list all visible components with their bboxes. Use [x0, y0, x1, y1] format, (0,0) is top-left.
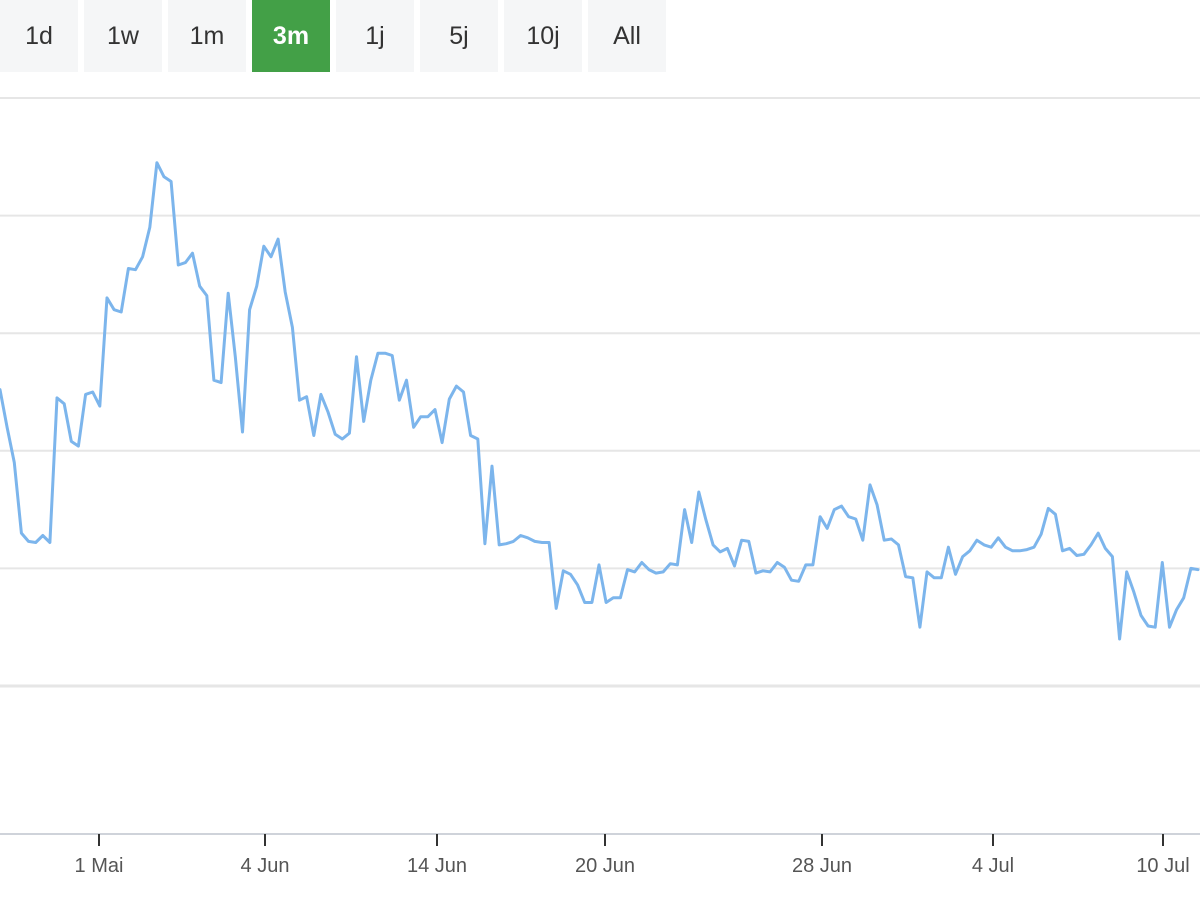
- range-button-1d[interactable]: 1d: [0, 0, 78, 72]
- range-button-5j[interactable]: 5j: [420, 0, 498, 72]
- x-tick-label: 4 Jun: [241, 855, 290, 877]
- x-tick-label: 4 Jul: [972, 855, 1014, 877]
- range-button-10j[interactable]: 10j: [504, 0, 582, 72]
- x-tick-label: 14 Jun: [407, 855, 467, 877]
- range-button-1j[interactable]: 1j: [336, 0, 414, 72]
- x-tick-label: 28 Jun: [792, 855, 852, 877]
- series-line: [0, 161, 1200, 641]
- range-button-all[interactable]: All: [588, 0, 666, 72]
- x-tick-label: 10 Jul: [1136, 855, 1189, 877]
- x-tick-label: 20 Jun: [575, 855, 635, 877]
- x-tick-label: 1 Mai: [75, 855, 124, 877]
- range-selector: 1d 1w 1m 3m 1j 5j 10j All: [0, 0, 672, 72]
- range-button-1w[interactable]: 1w: [84, 0, 162, 72]
- range-button-1m[interactable]: 1m: [168, 0, 246, 72]
- range-button-3m[interactable]: 3m: [252, 0, 330, 72]
